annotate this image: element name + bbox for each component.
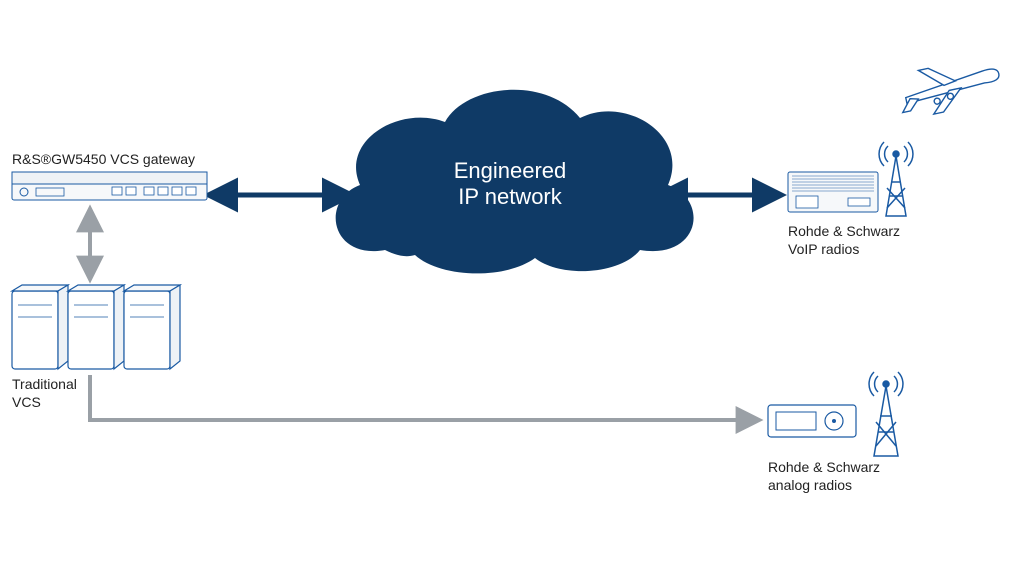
traditional-label-1: Traditional: [12, 375, 77, 393]
cloud-label-line1: Engineered: [390, 158, 630, 184]
analog-label-1: Rohde & Schwarz: [768, 458, 880, 476]
cloud-label: Engineered IP network: [390, 158, 630, 210]
radio-tower-top-icon: [879, 142, 913, 216]
radio-tower-bottom-icon: [869, 372, 903, 456]
analog-radio-icon: [768, 405, 856, 437]
traditional-label-2: VCS: [12, 393, 41, 411]
arrow-vcs-analog: [90, 375, 758, 420]
diagram-svg: [0, 0, 1024, 576]
voip-radio-icon: [788, 172, 878, 212]
voip-label-1: Rohde & Schwarz: [788, 222, 900, 240]
traditional-vcs-icon: [12, 285, 180, 369]
analog-label-2: analog radios: [768, 476, 852, 494]
cloud-label-line2: IP network: [390, 184, 630, 210]
diagram-stage: Engineered IP network R&S®GW5450 VCS gat…: [0, 0, 1024, 576]
airplane-icon: [895, 54, 1004, 120]
gateway-device-icon: [12, 172, 207, 200]
voip-label-2: VoIP radios: [788, 240, 859, 258]
gateway-label: R&S®GW5450 VCS gateway: [12, 150, 195, 168]
